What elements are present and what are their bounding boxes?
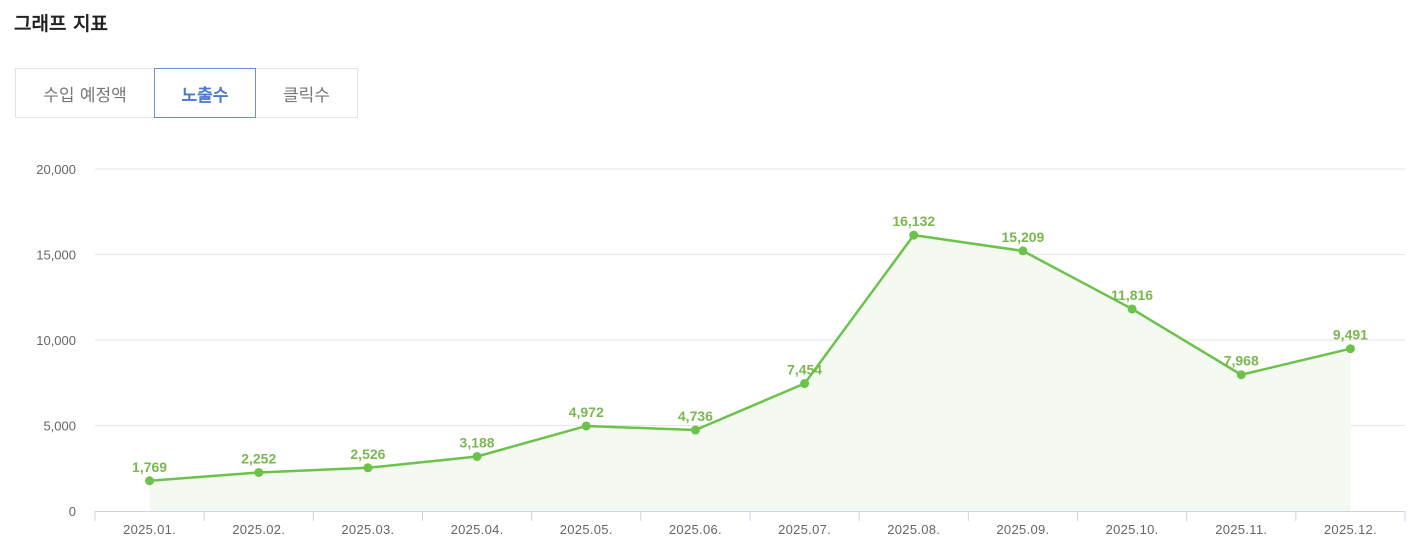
- data-label: 7,454: [787, 362, 822, 378]
- tab-impressions[interactable]: 노출수: [154, 68, 256, 118]
- x-tick-label: 2025.01.: [123, 522, 176, 537]
- x-tick-label: 2025.08.: [887, 522, 940, 537]
- data-point: [1236, 370, 1246, 380]
- x-tick-label: 2025.03.: [341, 522, 394, 537]
- data-point: [254, 467, 264, 477]
- x-tick-label: 2025.02.: [232, 522, 285, 537]
- x-tick-label: 2025.04.: [451, 522, 504, 537]
- y-tick-label: 15,000: [36, 248, 76, 263]
- data-point: [800, 379, 810, 389]
- data-point: [1345, 344, 1355, 354]
- x-tick-label: 2025.07.: [778, 522, 831, 537]
- data-label: 3,188: [460, 434, 495, 450]
- y-tick-label: 20,000: [36, 162, 76, 177]
- data-label: 4,972: [569, 404, 604, 420]
- x-tick-label: 2025.12.: [1324, 522, 1377, 537]
- x-axis: 2025.01. 2025.02. 2025.03. 2025.04. 2025.05.…: [94, 511, 1406, 537]
- x-tick-label: 2025.06.: [669, 522, 722, 537]
- x-tick-label: 2025.10.: [1106, 522, 1159, 537]
- data-points: [145, 230, 1355, 486]
- series-line-path: [149, 233, 1351, 482]
- data-label: 4,736: [678, 408, 713, 424]
- y-tick-label: 0: [69, 504, 76, 519]
- data-point: [581, 421, 591, 431]
- data-point: [1127, 304, 1137, 314]
- data-label: 15,209: [1002, 229, 1045, 245]
- data-label: 16,132: [892, 213, 935, 229]
- data-point: [909, 230, 919, 240]
- data-point: [472, 451, 482, 461]
- y-tick-label: 5,000: [43, 419, 76, 434]
- data-label: 2,252: [241, 450, 276, 466]
- x-tick-label: 2025.11.: [1215, 522, 1267, 537]
- x-tick-label: 2025.05.: [560, 522, 613, 537]
- data-label: 2,526: [350, 446, 385, 462]
- data-point: [690, 425, 700, 435]
- tab-clicks[interactable]: 클릭수: [255, 68, 358, 118]
- data-labels: 1,769 2,252 2,526 3,188 4,972 4,736 7,454 16,13…: [132, 213, 1368, 475]
- y-tick-label: 10,000: [36, 333, 76, 348]
- metric-tabs: 수입 예정액 노출수 클릭수: [15, 68, 358, 118]
- x-tick-label: 2025.09.: [996, 522, 1049, 537]
- data-label: 9,491: [1333, 327, 1368, 343]
- page-title: 그래프 지표: [14, 13, 109, 35]
- data-label: 1,769: [132, 459, 167, 475]
- series-line: [149, 233, 1351, 482]
- data-label: 7,968: [1224, 353, 1259, 369]
- data-label: 11,816: [1111, 287, 1153, 303]
- series-area: [149, 235, 1351, 511]
- data-point: [145, 476, 155, 486]
- data-point: [363, 463, 373, 473]
- data-point: [1018, 246, 1028, 256]
- series-area-fill: [149, 235, 1351, 511]
- y-axis: 0 5,000 10,000 15,000 20,000: [36, 162, 76, 519]
